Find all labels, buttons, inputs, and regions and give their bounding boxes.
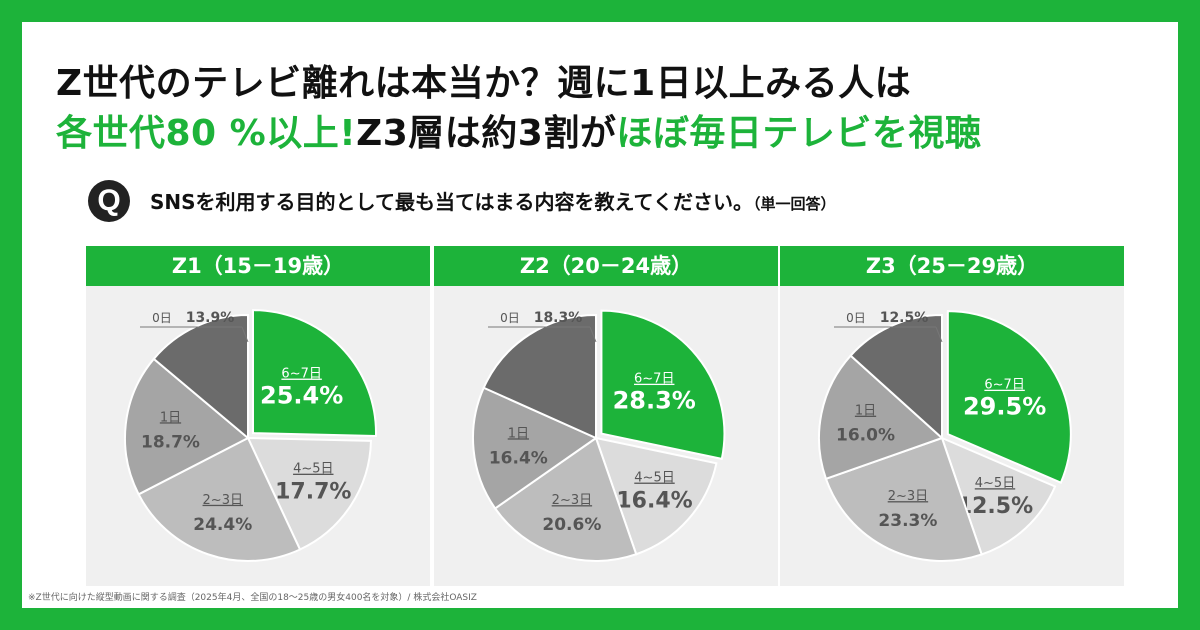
- headline-line-2: 各世代80 %以上!Z3層は約3割がほぼ毎日テレビを視聴: [56, 112, 1156, 156]
- slice-label-1day: 1日: [160, 410, 181, 425]
- slice-value-2-3day: 24.4%: [193, 515, 252, 535]
- leader-line-0day-tail: [241, 326, 249, 343]
- question-main: SNSを利用する目的として最も当てはまる内容を教えてください。: [150, 190, 753, 214]
- question-note: （単一回答）: [752, 195, 836, 213]
- slice-label-0day: 0日: [152, 311, 172, 325]
- pie-slice-1day: [818, 354, 944, 481]
- pie-slice-6-7day: [600, 309, 726, 461]
- pie-slice-2-3day: [493, 436, 638, 562]
- headline-line-1-text: Z世代のテレビ離れは本当か？週に1日以上みる人は: [56, 63, 912, 104]
- question-text: SNSを利用する目的として最も当てはまる内容を教えてください。（単一回答）: [150, 186, 835, 215]
- slice-label-4-5day: 4~5日: [293, 462, 333, 477]
- slice-value-4-5day: 12.5%: [957, 494, 1033, 519]
- panel-title-z1: Z1（15－19歳）: [86, 246, 430, 286]
- slice-label-2-3day: 2~3日: [203, 493, 243, 508]
- headline-black: Z3層は約3割が: [356, 113, 617, 154]
- slice-value-4-5day: 17.7%: [275, 480, 351, 505]
- footnote: ※Z世代に向けた縦型動画に関する調査（2025年4月、全国の18～25歳の男女4…: [28, 593, 477, 603]
- slice-value-2-3day: 23.3%: [878, 511, 937, 531]
- pie-slice-1day: [124, 357, 250, 496]
- slice-value-6-7day: 28.3%: [613, 387, 696, 415]
- pie-slice-4-5day: [940, 436, 1057, 556]
- pie-panel-z2: Z2（20－24歳） 6~7日 28.3% 4~5日 16.4% 2~3日 20.6% 1日…: [434, 246, 778, 586]
- headline-green-1: 各世代80 %以上!: [56, 113, 357, 154]
- pie-slice-0day: [482, 313, 597, 440]
- slice-value-0day: 18.3%: [534, 310, 583, 326]
- slice-label-2-3day: 2~3日: [888, 489, 928, 504]
- pie-panel-z1: Z1（15－19歳） 6~7日 25.4% 4~5日 17.7% 2~3日 24.4% 1日…: [86, 246, 430, 586]
- slice-label-6-7day: 6~7日: [984, 378, 1024, 393]
- slice-label-2-3day: 2~3日: [552, 493, 592, 508]
- slice-label-1day: 1日: [855, 404, 876, 419]
- headline-line-1: Z世代のテレビ離れは本当か？週に1日以上みる人は: [56, 62, 1156, 106]
- slice-value-4-5day: 16.4%: [616, 489, 692, 514]
- pie-slice-4-5day: [594, 436, 718, 556]
- pie-slice-2-3day: [137, 436, 302, 562]
- slice-value-1day: 16.4%: [489, 448, 548, 468]
- pie-slice-0day: [849, 313, 943, 441]
- leader-line-0day-tail: [589, 326, 597, 343]
- question-badge-icon: Q: [88, 180, 130, 222]
- panel-title-z2: Z2（20－24歳）: [434, 246, 778, 286]
- slice-label-0day: 0日: [500, 311, 520, 325]
- slice-value-6-7day: 29.5%: [963, 393, 1046, 421]
- pie-slice-1day: [472, 386, 599, 510]
- slice-value-0day: 12.5%: [880, 310, 929, 326]
- slice-value-1day: 16.0%: [836, 426, 895, 446]
- slice-label-4-5day: 4~5日: [975, 476, 1015, 491]
- pie-slice-6-7day: [946, 310, 1072, 484]
- panel-title-z3: Z3（25－29歳）: [780, 246, 1124, 286]
- pie-slice-2-3day: [824, 436, 983, 562]
- slice-label-4-5day: 4~5日: [634, 471, 674, 486]
- slice-label-1day: 1日: [508, 426, 529, 441]
- pie-slice-4-5day: [246, 436, 372, 551]
- slice-label-0day: 0日: [846, 311, 866, 325]
- pie-slice-6-7day: [252, 309, 377, 438]
- slice-value-1day: 18.7%: [141, 432, 200, 452]
- slice-value-2-3day: 20.6%: [542, 515, 601, 535]
- slice-value-0day: 13.9%: [186, 310, 235, 326]
- pie-panel-z3: Z3（25－29歳） 6~7日 29.5% 4~5日 12.5% 2~3日 23.3% 1日…: [780, 246, 1124, 586]
- slice-label-6-7day: 6~7日: [634, 372, 674, 387]
- leader-line-0day-tail: [935, 326, 943, 343]
- slice-value-6-7day: 25.4%: [260, 382, 343, 410]
- slice-label-6-7day: 6~7日: [281, 367, 321, 382]
- headline-green-2: ほぼ毎日テレビを視聴: [616, 113, 982, 154]
